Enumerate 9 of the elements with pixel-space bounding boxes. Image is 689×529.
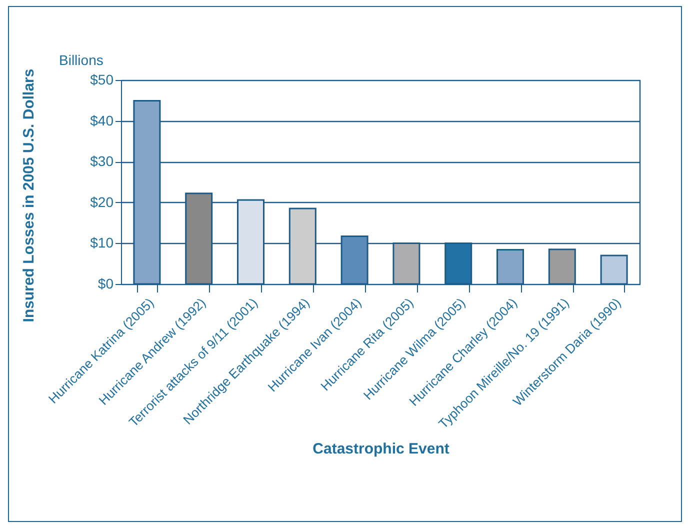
y-tick-label: $30 [90,153,114,170]
y-tick-label: $20 [90,194,114,210]
y-tick-label: $50 [90,72,114,88]
y-tick-label: $40 [90,112,114,128]
y-tick-label: $10 [90,234,114,251]
x-axis-title: Catastrophic Event [312,440,450,458]
y-axis-title: Insured Losses in 2005 U.S. Dollars [20,68,38,322]
y-tick-label: $0 [98,276,114,292]
text: Billions [59,52,104,68]
